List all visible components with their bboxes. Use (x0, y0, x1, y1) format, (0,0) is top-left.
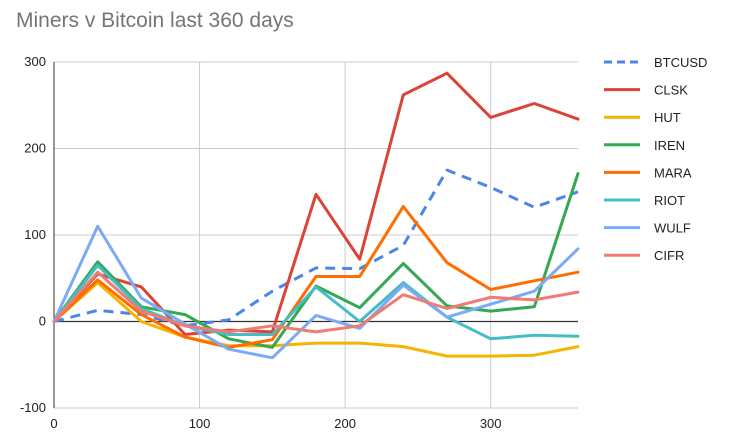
x-tick-label: 0 (50, 416, 57, 431)
legend-label-wulf: WULF (654, 221, 691, 236)
x-tick-label: 200 (334, 416, 356, 431)
axis-layer: -100 0 100 200 300 0 100 200 300 (20, 54, 578, 431)
series-line-wulf (52, 224, 580, 360)
y-tick-label: 0 (39, 314, 46, 329)
grid-layer (54, 61, 578, 409)
legend-label-mara: MARA (654, 165, 692, 180)
legend-label-hut: HUT (654, 110, 681, 125)
chart-title: Miners v Bitcoin last 360 days (16, 9, 294, 32)
series-layer (52, 71, 580, 360)
y-tick-label: 300 (24, 54, 46, 69)
legend-label-riot: RIOT (654, 193, 685, 208)
legend: BTCUSD CLSK HUT IREN MARA RIOT WULF CIFR (604, 55, 707, 263)
y-tick-label: -100 (20, 400, 46, 415)
series-line-cifr (52, 270, 580, 334)
legend-label-iren: IREN (654, 138, 685, 153)
y-tick-label: 200 (24, 141, 46, 156)
series-line-hut (52, 281, 580, 358)
y-tick-label: 100 (24, 227, 46, 242)
legend-label-btcusd: BTCUSD (654, 55, 707, 70)
legend-label-cifr: CIFR (654, 248, 684, 263)
legend-label-clsk: CLSK (654, 83, 688, 98)
x-tick-label: 100 (189, 416, 211, 431)
series-line-mara (52, 205, 580, 349)
series-line-clsk (52, 71, 580, 336)
x-tick-label: 300 (480, 416, 502, 431)
series-line-riot (52, 263, 580, 341)
